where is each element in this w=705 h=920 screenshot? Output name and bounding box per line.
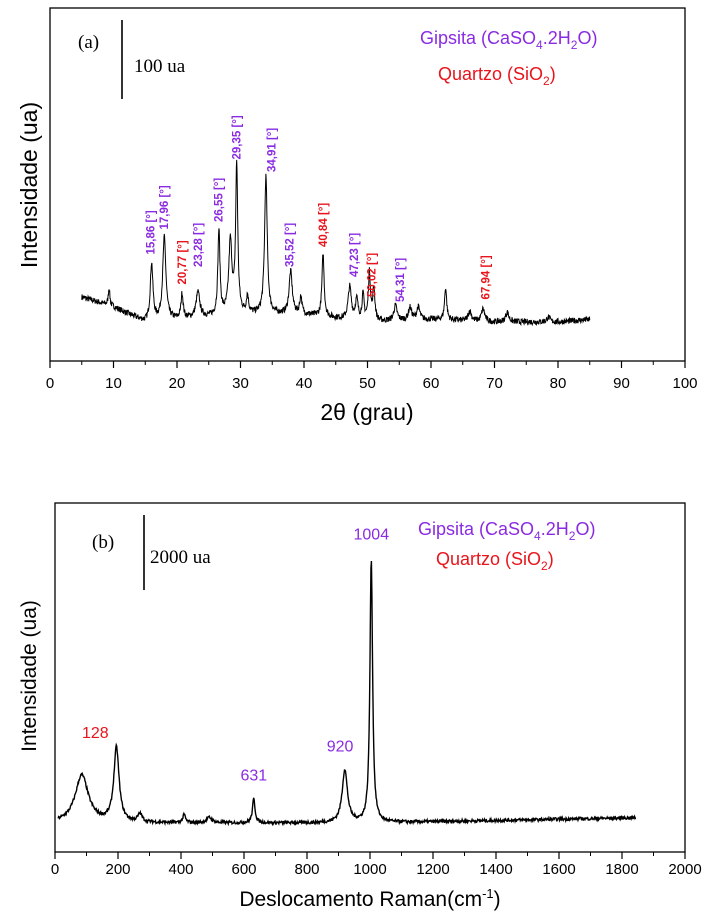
panel-a-x-axis-title-suffix: (grau) bbox=[346, 399, 414, 425]
x-tick-label: 90 bbox=[613, 375, 630, 392]
x-tick-label: 50 bbox=[359, 375, 376, 392]
panel-a-x-axis-title-symbol: θ bbox=[333, 399, 346, 425]
peak-label: 20,77 [°] bbox=[177, 240, 189, 284]
peak-label: 34,91 [°] bbox=[267, 128, 279, 172]
legend-text-part: Gipsita (CaSO bbox=[420, 28, 536, 48]
peak-label: 47,23 [°] bbox=[349, 233, 361, 277]
panel-b-x-axis-title-main: Deslocamento Raman(cm bbox=[239, 888, 482, 911]
panel-a-legend: Gipsita (CaSO4.2H2O)Quartzo (SiO2) bbox=[420, 28, 597, 88]
peak-label: 1004 bbox=[354, 527, 390, 544]
x-tick-label: 20 bbox=[169, 375, 186, 392]
x-tick-label: 800 bbox=[294, 861, 319, 878]
x-tick-label: 1400 bbox=[479, 861, 512, 878]
panel-a-xrd-chart: 0 10 20 30 40 50 60 70 80 90 100 15,86 [°]17,96 [°… bbox=[16, 7, 698, 425]
legend-subscript: 2 bbox=[543, 74, 550, 88]
x-tick-label: 10 bbox=[105, 375, 122, 392]
legend-text-part: .2H bbox=[541, 519, 569, 539]
x-tick-label: 600 bbox=[231, 861, 256, 878]
legend-subscript: 2 bbox=[569, 529, 576, 543]
peak-label: 26,55 [°] bbox=[214, 178, 226, 222]
panel-a-x-axis: 0 10 20 30 40 50 60 70 80 90 100 bbox=[46, 361, 698, 392]
legend-text-part: Quartzo (SiO bbox=[438, 64, 543, 84]
legend-text-part: ) bbox=[550, 64, 556, 84]
peak-label: 920 bbox=[327, 739, 354, 756]
legend-text-part: O) bbox=[575, 519, 595, 539]
peak-label: 17,96 [°] bbox=[159, 185, 171, 229]
panel-a-peak-labels: 15,86 [°]17,96 [°] 20,77 [°] 23,28 [°] 26,5… bbox=[146, 115, 493, 302]
peak-label: 54,31 [°] bbox=[395, 258, 407, 302]
panel-a-label: (a) bbox=[78, 32, 99, 53]
x-tick-label: 40 bbox=[296, 375, 313, 392]
x-tick-label: 0 bbox=[51, 861, 59, 878]
panel-b-y-axis-title: Intensidade (ua) bbox=[18, 600, 41, 752]
legend-text-part: Quartzo (SiO bbox=[436, 549, 541, 569]
x-tick-label: 400 bbox=[168, 861, 193, 878]
peak-label: 631 bbox=[240, 768, 267, 785]
legend-text-part: ) bbox=[548, 549, 554, 569]
peak-label: 128 bbox=[82, 725, 109, 742]
panel-a-x-axis-title: 2θ (grau) bbox=[320, 399, 413, 425]
legend-subscript: 4 bbox=[534, 529, 541, 543]
panel-b-scale-bar-label: 2000 ua bbox=[150, 547, 211, 568]
x-tick-label: 80 bbox=[550, 375, 567, 392]
peak-label: 50,02 [°] bbox=[366, 253, 378, 297]
panel-b-peak-labels: 128 631 920 1004 bbox=[82, 527, 389, 785]
x-tick-label: 1800 bbox=[605, 861, 638, 878]
peak-label: 29,35 [°] bbox=[231, 115, 243, 159]
panel-b-x-axis-title: Deslocamento Raman(cm-1) bbox=[239, 886, 500, 911]
x-tick-label: 60 bbox=[423, 375, 440, 392]
panel-a-scale-bar-label: 100 ua bbox=[134, 56, 186, 77]
panel-b-x-axis: 0 200 400 600 800 1000 1200 1400 1600 1800 2000 bbox=[51, 852, 702, 878]
panel-b-x-axis-title-end: ) bbox=[494, 888, 501, 911]
panel-a-x-axis-title-prefix: 2 bbox=[320, 399, 333, 425]
legend-subscript: 4 bbox=[536, 38, 543, 52]
x-tick-label: 1000 bbox=[353, 861, 386, 878]
legend-entry-gypsum: Gipsita (CaSO4.2H2O) bbox=[420, 28, 597, 52]
legend-text-part: Gipsita (CaSO bbox=[418, 519, 534, 539]
x-tick-label: 0 bbox=[46, 375, 54, 392]
x-tick-label: 1600 bbox=[542, 861, 575, 878]
x-tick-label: 30 bbox=[232, 375, 249, 392]
legend-entry-quartz: Quartzo (SiO2) bbox=[436, 549, 554, 573]
x-tick-label: 70 bbox=[486, 375, 503, 392]
panel-a-y-axis-title: Intensidade (ua) bbox=[16, 102, 42, 268]
panel-a-xrd-pattern-line bbox=[81, 159, 591, 327]
peak-label: 15,86 [°] bbox=[146, 210, 158, 254]
panel-b-raman-chart: 0 200 400 600 800 1000 1200 1400 1600 1800 2000 12… bbox=[18, 502, 702, 911]
x-tick-label: 100 bbox=[672, 375, 697, 392]
x-tick-label: 2000 bbox=[668, 861, 701, 878]
panel-b-label: (b) bbox=[92, 532, 114, 553]
x-tick-label: 1200 bbox=[416, 861, 449, 878]
legend-entry-quartz: Quartzo (SiO2) bbox=[438, 64, 556, 88]
peak-label: 35,52 [°] bbox=[284, 223, 296, 267]
legend-subscript: 2 bbox=[571, 38, 578, 52]
peak-label: 40,84 [°] bbox=[318, 203, 330, 247]
panel-b-x-axis-title-sup: -1 bbox=[482, 886, 494, 901]
legend-text-part: O) bbox=[577, 28, 597, 48]
x-tick-label: 200 bbox=[105, 861, 130, 878]
peak-label: 23,28 [°] bbox=[193, 223, 205, 267]
peak-label: 67,94 [°] bbox=[481, 255, 493, 299]
panel-b-raman-spectrum-line bbox=[57, 561, 637, 827]
legend-subscript: 2 bbox=[541, 559, 548, 573]
legend-text-part: .2H bbox=[543, 28, 571, 48]
panel-b-legend: Gipsita (CaSO4.2H2O)Quartzo (SiO2) bbox=[418, 519, 595, 573]
legend-entry-gypsum: Gipsita (CaSO4.2H2O) bbox=[418, 519, 595, 543]
